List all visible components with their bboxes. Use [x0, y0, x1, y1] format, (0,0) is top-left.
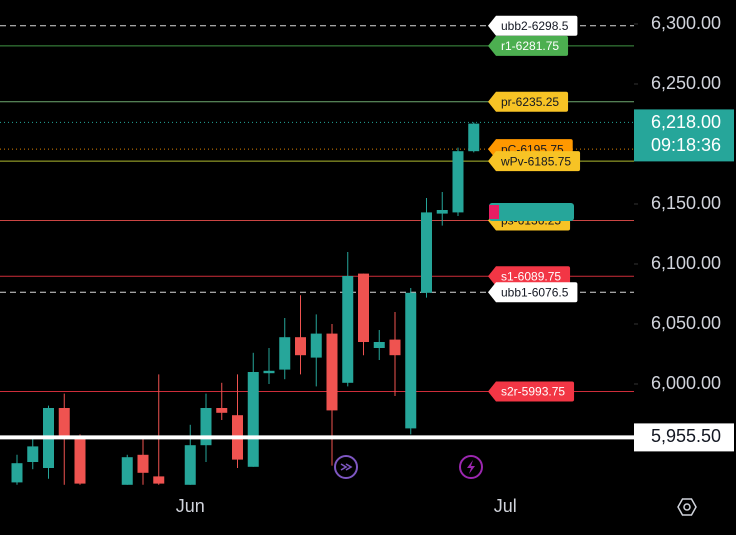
level-tag-label: s1-6089.75 [501, 269, 561, 283]
level-tag-shape [488, 266, 571, 287]
candle-body [326, 333, 338, 411]
level-tag: s1-6089.75 [488, 266, 571, 287]
level-tag-shape [488, 35, 569, 56]
level-tag-shape [488, 151, 581, 172]
candle-body [11, 463, 23, 483]
candle-body [436, 210, 448, 214]
hidden-tag [489, 205, 499, 219]
candle-body [74, 438, 86, 484]
candle-body [452, 151, 464, 213]
level-tag-shape [488, 91, 569, 112]
candle-body [27, 446, 39, 462]
event-icon[interactable] [459, 455, 483, 479]
level-tag: pr-6235.25 [488, 91, 569, 112]
candle-body [421, 212, 432, 293]
settings-icon[interactable] [677, 498, 697, 516]
y-tick-label: 6,150.00 [651, 193, 721, 213]
candle-body [137, 454, 149, 473]
event-icon[interactable] [334, 455, 358, 479]
y-tick-label: 6,250.00 [651, 73, 721, 93]
candle-body [342, 276, 354, 383]
level-tag-label: r1-6281.75 [501, 39, 559, 53]
candle-body [405, 292, 417, 429]
level-tag-label: ubb1-6076.5 [501, 285, 569, 299]
level-tag-shape [488, 381, 575, 402]
level-tag: r1-6281.75 [488, 35, 569, 56]
candle-body [184, 445, 196, 485]
level-tag: ubb1-6076.5 [488, 282, 578, 303]
level-tag: ubb2-6298.5 [488, 15, 578, 36]
candle-body [216, 408, 228, 413]
candle-body [310, 333, 322, 358]
countdown-label: 09:18:36 [651, 135, 721, 155]
last-price-badge [634, 109, 734, 162]
level-tag-label: pr-6235.25 [501, 95, 559, 109]
candle-body [121, 457, 133, 485]
candle-body [468, 123, 480, 152]
plot: 6,300.00 6,250.00 6,150.00 6,100.00 6,050.00… [0, 13, 734, 516]
candle-body [295, 337, 306, 356]
x-tick-label: Jun [176, 496, 205, 516]
level-tag-shape [488, 15, 578, 36]
candle-body [373, 342, 385, 348]
level-tag: s2r-5993.75 [488, 381, 575, 402]
candle-body [153, 476, 165, 484]
candle-body [263, 370, 275, 374]
candle-body [247, 372, 259, 467]
level-tag: wPv-6185.75 [488, 151, 581, 172]
y-tick-label: 6,050.00 [651, 313, 721, 333]
y-tick-label: 6,300.00 [651, 13, 721, 33]
level-tag-shape [488, 282, 578, 303]
x-tick-label: Jul [494, 496, 517, 516]
hidden-tag [489, 203, 574, 221]
y-tick-label: 6,000.00 [651, 373, 721, 393]
candle-body [389, 339, 401, 356]
candle-body [358, 273, 369, 342]
candle-body [58, 408, 70, 436]
y-tick-label: 6,100.00 [651, 253, 721, 273]
marked-price-label: 5,955.50 [651, 426, 721, 446]
level-tag-label: s2r-5993.75 [501, 385, 565, 399]
candle-body [279, 337, 291, 370]
candle-body [200, 408, 212, 446]
last-price-label: 6,218.00 [651, 112, 721, 132]
level-tag-label: ubb2-6298.5 [501, 19, 569, 33]
marked-price-badge [634, 423, 734, 452]
level-tag-label: wPv-6185.75 [500, 154, 571, 168]
